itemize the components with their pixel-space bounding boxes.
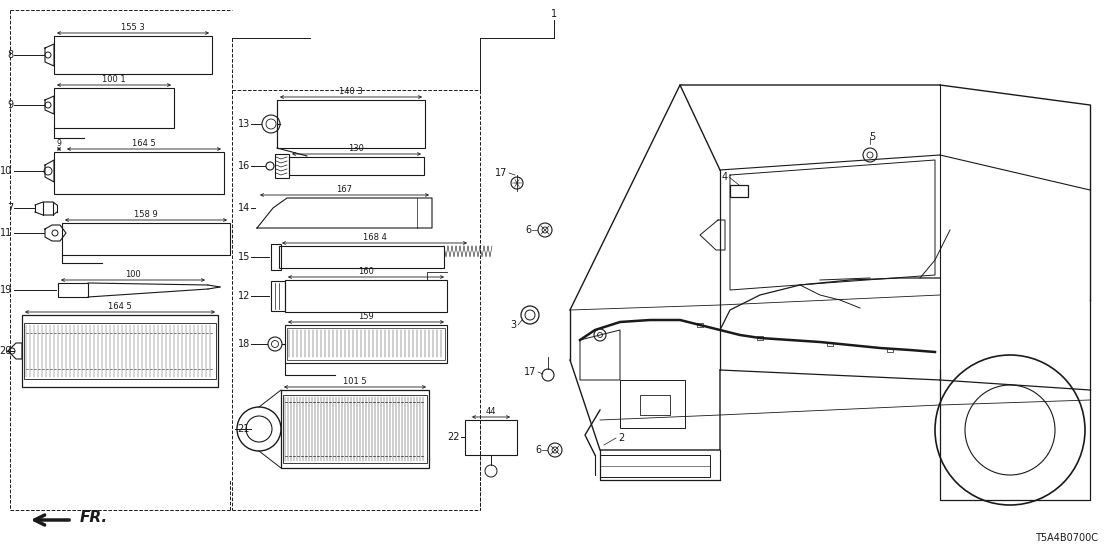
Bar	[281, 390, 429, 468]
Text: 130: 130	[349, 144, 365, 153]
Text: 11: 11	[0, 228, 12, 238]
Text: 9: 9	[7, 100, 13, 110]
Text: 2: 2	[618, 433, 624, 443]
Text: T5A4B0700C: T5A4B0700C	[1035, 533, 1098, 543]
Bar	[601, 455, 710, 477]
Text: 155 3: 155 3	[121, 23, 145, 32]
Text: 14: 14	[238, 203, 250, 213]
Text: 100 1: 100 1	[102, 75, 126, 84]
Bar	[54, 36, 212, 74]
Text: 167: 167	[337, 185, 352, 194]
Text: 6: 6	[525, 225, 531, 235]
Bar	[54, 88, 174, 128]
Text: 164 5: 164 5	[132, 139, 156, 148]
Bar	[697, 323, 702, 327]
Text: 12: 12	[237, 291, 250, 301]
Bar	[58, 283, 88, 297]
Text: 22: 22	[448, 432, 460, 442]
Bar	[620, 380, 685, 428]
Text: 19: 19	[0, 285, 12, 295]
Text: 44: 44	[485, 407, 496, 416]
Bar	[22, 315, 218, 387]
Text: 164 5: 164 5	[109, 302, 132, 311]
Bar	[757, 336, 763, 340]
Text: 168 4: 168 4	[362, 233, 387, 242]
Text: 8: 8	[7, 50, 13, 60]
Bar	[283, 395, 427, 463]
Text: 16: 16	[238, 161, 250, 171]
Text: 20: 20	[0, 346, 12, 356]
Bar	[465, 420, 517, 455]
Bar	[827, 342, 833, 346]
Text: 5: 5	[869, 132, 875, 142]
Bar	[277, 100, 425, 148]
Text: 21: 21	[237, 424, 250, 434]
Bar	[730, 185, 748, 197]
Bar	[888, 348, 893, 352]
Text: 140 3: 140 3	[339, 87, 363, 96]
Bar	[62, 223, 230, 255]
Text: 1: 1	[551, 9, 557, 19]
Text: 13: 13	[238, 119, 250, 129]
Bar	[24, 323, 216, 379]
Bar	[285, 280, 447, 312]
Text: 159: 159	[358, 312, 373, 321]
Text: 4: 4	[722, 172, 728, 182]
Bar	[285, 325, 447, 363]
Text: 3: 3	[510, 320, 516, 330]
Text: 100: 100	[125, 270, 141, 279]
Bar	[287, 328, 445, 360]
Text: 7: 7	[7, 203, 13, 213]
Bar	[289, 157, 424, 175]
Text: 15: 15	[237, 252, 250, 262]
Bar	[279, 246, 444, 268]
Text: 17: 17	[494, 168, 507, 178]
Text: 17: 17	[524, 367, 536, 377]
Text: 158 9: 158 9	[134, 210, 157, 219]
Bar	[275, 154, 289, 178]
Bar	[640, 395, 670, 415]
Text: 6: 6	[535, 445, 541, 455]
Text: 18: 18	[238, 339, 250, 349]
Text: 160: 160	[358, 267, 373, 276]
Text: 101 5: 101 5	[343, 377, 367, 386]
Text: 10: 10	[0, 166, 12, 176]
Text: 9: 9	[57, 139, 61, 148]
Bar	[271, 244, 281, 270]
Text: FR.: FR.	[80, 510, 109, 525]
Bar	[54, 152, 224, 194]
Bar	[271, 281, 285, 311]
